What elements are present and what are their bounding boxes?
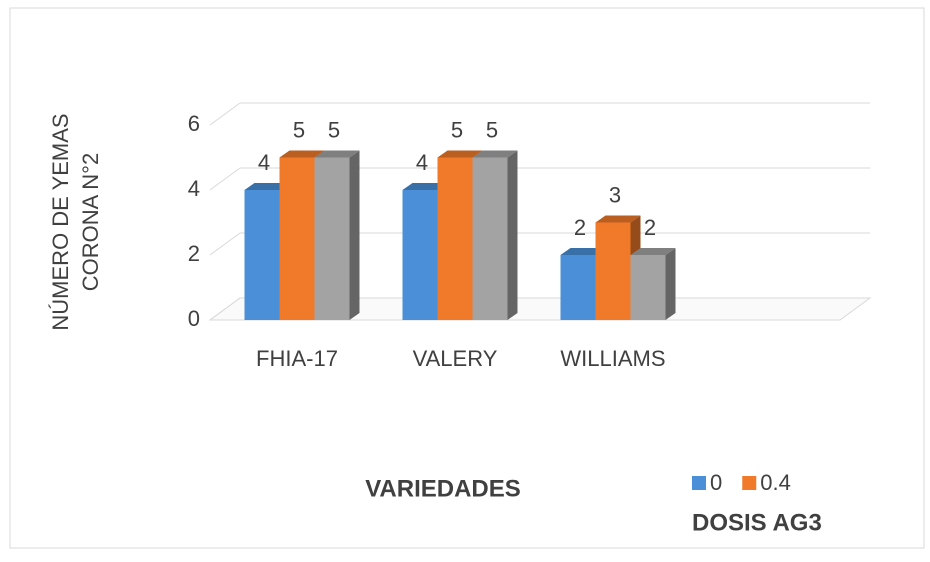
bar — [595, 215, 641, 320]
bar-front — [314, 157, 350, 320]
bar-side — [349, 150, 360, 320]
x-tick-label: WILLIAMS — [560, 346, 665, 371]
bar-top — [244, 183, 290, 190]
legend-title: DOSIS AG3 — [692, 509, 822, 536]
data-label: 4 — [416, 150, 428, 175]
bar-front — [437, 157, 473, 320]
bar-front — [560, 255, 596, 320]
bar-front — [244, 190, 280, 320]
legend-label: 0.4 — [760, 470, 791, 495]
data-label: 5 — [486, 117, 498, 142]
bar — [472, 150, 518, 320]
data-label: 5 — [451, 117, 463, 142]
data-label: 2 — [574, 215, 586, 240]
grid-line — [209, 232, 241, 256]
grid-line — [209, 102, 241, 126]
y-tick-label: 6 — [188, 111, 200, 136]
data-label: 5 — [328, 117, 340, 142]
x-tick-label: FHIA-17 — [256, 346, 338, 371]
bar-side — [665, 248, 676, 320]
legend-label: 0 — [710, 470, 722, 495]
bar-top — [595, 215, 641, 223]
data-label: 2 — [644, 215, 656, 240]
data-label: 4 — [258, 150, 270, 175]
bar-front — [472, 157, 508, 320]
bar-top — [560, 248, 606, 255]
bar-front — [595, 222, 631, 320]
bar-front — [279, 157, 315, 320]
bar-top — [437, 150, 483, 158]
legend-swatch — [692, 476, 706, 490]
y-tick-label: 2 — [188, 241, 200, 266]
bar-top — [630, 248, 676, 255]
bar-side — [507, 150, 518, 320]
bar-front — [402, 190, 438, 320]
bar-front — [630, 255, 666, 320]
data-label: 3 — [609, 182, 621, 207]
y-tick-label: 0 — [188, 306, 200, 331]
y-axis-label: NÚMERO DE YEMAS — [48, 113, 73, 330]
bar-top — [472, 150, 518, 158]
grid-line — [209, 297, 241, 321]
grid-line — [209, 167, 241, 191]
x-tick-label: VALERY — [413, 346, 498, 371]
data-label: 5 — [293, 117, 305, 142]
bar — [314, 150, 360, 320]
x-axis-label: VARIEDADES — [365, 475, 521, 502]
bar-top — [314, 150, 360, 158]
bar — [630, 248, 676, 320]
bar-top — [279, 150, 325, 158]
y-tick-label: 4 — [188, 176, 200, 201]
y-axis-label: CORONA N°2 — [78, 153, 103, 291]
bar-top — [402, 183, 448, 190]
legend-swatch — [742, 476, 757, 490]
